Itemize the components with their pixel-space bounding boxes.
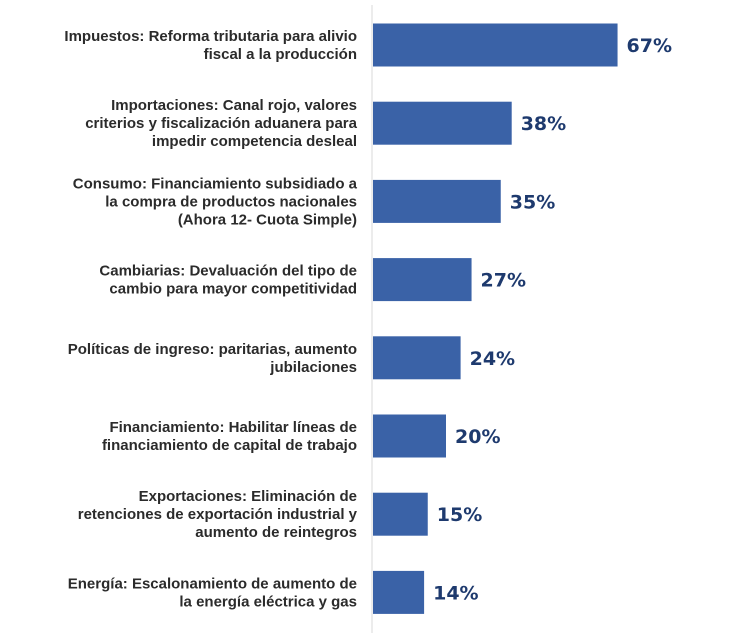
bar [373,414,446,458]
value-label: 38% [521,113,566,135]
value-label: 27% [481,270,526,292]
category-label-line: retenciones de exportación industrial y [78,506,358,523]
bar [373,101,512,145]
category-label-line: la energía eléctrica y gas [179,593,357,610]
value-label: 14% [433,582,478,604]
category-label-line: jubilaciones [269,359,357,376]
category-label: Consumo: Financiamiento subsidiado a la c… [73,175,358,228]
value-labels-group: 67% 38% 35% 27% 24% 20% 15% 14% [433,35,672,604]
bar [373,179,501,223]
bars-group [373,23,618,614]
category-label-line: criterios y fiscalización aduanera para [85,115,357,132]
category-label-line: la compra de productos nacionales [105,193,357,210]
value-label: 24% [470,348,515,370]
category-label-line: fiscal a la producción [204,46,357,63]
category-labels-group: Impuestos: Reforma tributaria para alivi… [64,28,357,610]
value-label: 35% [510,191,555,213]
value-label: 15% [437,504,482,526]
bar [373,492,428,536]
category-label-line: Consumo: Financiamiento subsidiado a [73,175,358,192]
category-label-line: (Ahora 12- Cuota Simple) [178,211,357,228]
category-label-line: aumento de reintegros [195,524,357,541]
value-label: 20% [455,426,500,448]
bar [373,23,618,67]
bar [373,570,425,614]
category-label-line: Cambiarias: Devaluación del tipo de [99,263,357,280]
category-label-line: Financiamiento: Habilitar líneas de [109,419,357,436]
category-label: Financiamiento: Habilitar líneas de finan… [102,419,357,454]
category-label-line: Políticas de ingreso: paritarias, aument… [68,341,357,358]
value-label: 67% [627,35,672,57]
category-label-line: Energía: Escalonamiento de aumento de [68,575,357,592]
category-label: Impuestos: Reforma tributaria para alivi… [64,28,357,63]
category-label: Energía: Escalonamiento de aumento de la … [68,575,357,610]
category-label-line: Impuestos: Reforma tributaria para alivi… [64,28,357,45]
category-label-line: Exportaciones: Eliminación de [139,488,357,505]
bar [373,258,472,302]
category-label-line: Importaciones: Canal rojo, valores [111,97,357,114]
category-label: Cambiarias: Devaluación del tipo de cambi… [99,263,357,298]
category-label: Políticas de ingreso: paritarias, aument… [68,341,357,376]
bar [373,336,461,380]
category-label: Importaciones: Canal rojo, valores criter… [85,97,357,150]
category-label-line: financiamiento de capital de trabajo [102,437,357,454]
category-label: Exportaciones: Eliminación de retenciones… [78,488,358,541]
category-label-line: cambio para mayor competitividad [109,281,357,298]
category-label-line: impedir competencia desleal [152,133,357,150]
